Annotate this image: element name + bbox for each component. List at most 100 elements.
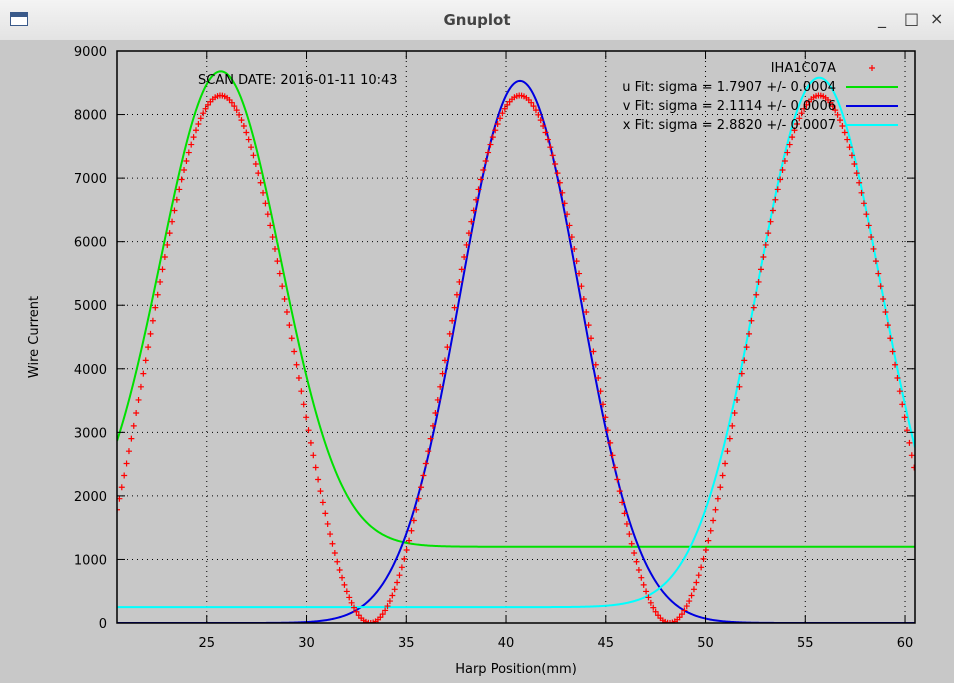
data-point [863, 211, 870, 218]
data-point [118, 484, 125, 491]
data-point [748, 317, 755, 324]
data-point [803, 101, 810, 108]
data-point [599, 401, 606, 408]
data-point [798, 110, 805, 117]
data-point [439, 370, 446, 377]
data-point [578, 283, 585, 290]
data-point [707, 527, 714, 534]
data-point [142, 357, 149, 364]
series-points [117, 92, 915, 623]
data-point [791, 127, 798, 134]
data-point [295, 375, 302, 382]
data-point [176, 186, 183, 193]
data-point [894, 375, 901, 382]
data-point [264, 211, 271, 218]
data-point [427, 435, 434, 442]
data-point [568, 234, 575, 241]
data-point [544, 136, 551, 143]
data-point [497, 115, 504, 122]
data-point [731, 410, 738, 417]
data-point [288, 335, 295, 342]
data-point [887, 335, 894, 342]
data-point [394, 579, 401, 586]
x-tick-label: 35 [398, 636, 415, 651]
data-point [147, 330, 154, 337]
data-point [267, 222, 274, 229]
data-point [324, 520, 331, 527]
data-point [346, 594, 353, 601]
data-point [559, 189, 566, 196]
data-point [482, 158, 489, 165]
data-point [228, 99, 235, 106]
data-point [801, 105, 808, 112]
data-point [556, 179, 563, 186]
data-point [762, 241, 769, 248]
data-point [351, 604, 358, 611]
data-point [719, 472, 726, 479]
data-point [181, 167, 188, 174]
series-line-2 [117, 79, 915, 623]
data-point [602, 414, 609, 421]
y-tick-label: 4000 [74, 363, 107, 378]
data-point [262, 200, 269, 207]
data-point [769, 207, 776, 214]
data-point [178, 176, 185, 183]
data-point [190, 134, 197, 141]
data-point [322, 510, 329, 517]
data-point [164, 241, 171, 248]
data-point [834, 111, 841, 118]
data-point [566, 222, 573, 229]
data-point [911, 464, 915, 471]
data-point [858, 189, 865, 196]
data-point [188, 141, 195, 148]
data-point [583, 308, 590, 315]
data-point [463, 241, 470, 248]
data-point [877, 283, 884, 290]
minimize-button[interactable]: _ [878, 9, 886, 28]
data-point [489, 134, 496, 141]
data-point [418, 484, 425, 491]
data-point [408, 527, 415, 534]
data-point [611, 464, 618, 471]
data-point [204, 101, 211, 108]
data-point [307, 439, 314, 446]
data-point [836, 117, 843, 124]
data-point [398, 564, 405, 571]
data-point [391, 586, 398, 593]
data-point [793, 120, 800, 127]
data-point [291, 348, 298, 355]
data-point [700, 555, 707, 562]
data-point [604, 427, 611, 434]
data-point [906, 439, 913, 446]
data-point [130, 422, 137, 429]
data-point [173, 196, 180, 203]
data-point [765, 230, 772, 237]
data-point [169, 218, 176, 225]
y-tick-label: 7000 [74, 172, 107, 187]
data-point [755, 278, 762, 285]
data-point [480, 167, 487, 174]
y-axis-label: Wire Current [27, 296, 42, 378]
maximize-button[interactable]: □ [904, 9, 920, 28]
data-point [614, 476, 621, 483]
data-point [626, 531, 633, 538]
close-button[interactable]: × [930, 9, 944, 28]
window-titlebar[interactable]: Gnuplot _ □ × [0, 0, 954, 41]
data-point [343, 588, 350, 595]
data-point [422, 460, 429, 467]
data-point [449, 317, 456, 324]
data-point [279, 283, 286, 290]
data-point [257, 179, 264, 186]
data-point [786, 141, 793, 148]
data-point [853, 170, 860, 177]
data-point [645, 594, 652, 601]
data-point [585, 322, 592, 329]
data-point [171, 207, 178, 214]
data-point [152, 304, 159, 311]
data-point [504, 101, 511, 108]
data-point [145, 344, 152, 351]
data-point [456, 278, 463, 285]
data-point [135, 396, 142, 403]
window-menu-icon[interactable] [10, 12, 28, 26]
data-point [465, 230, 472, 237]
